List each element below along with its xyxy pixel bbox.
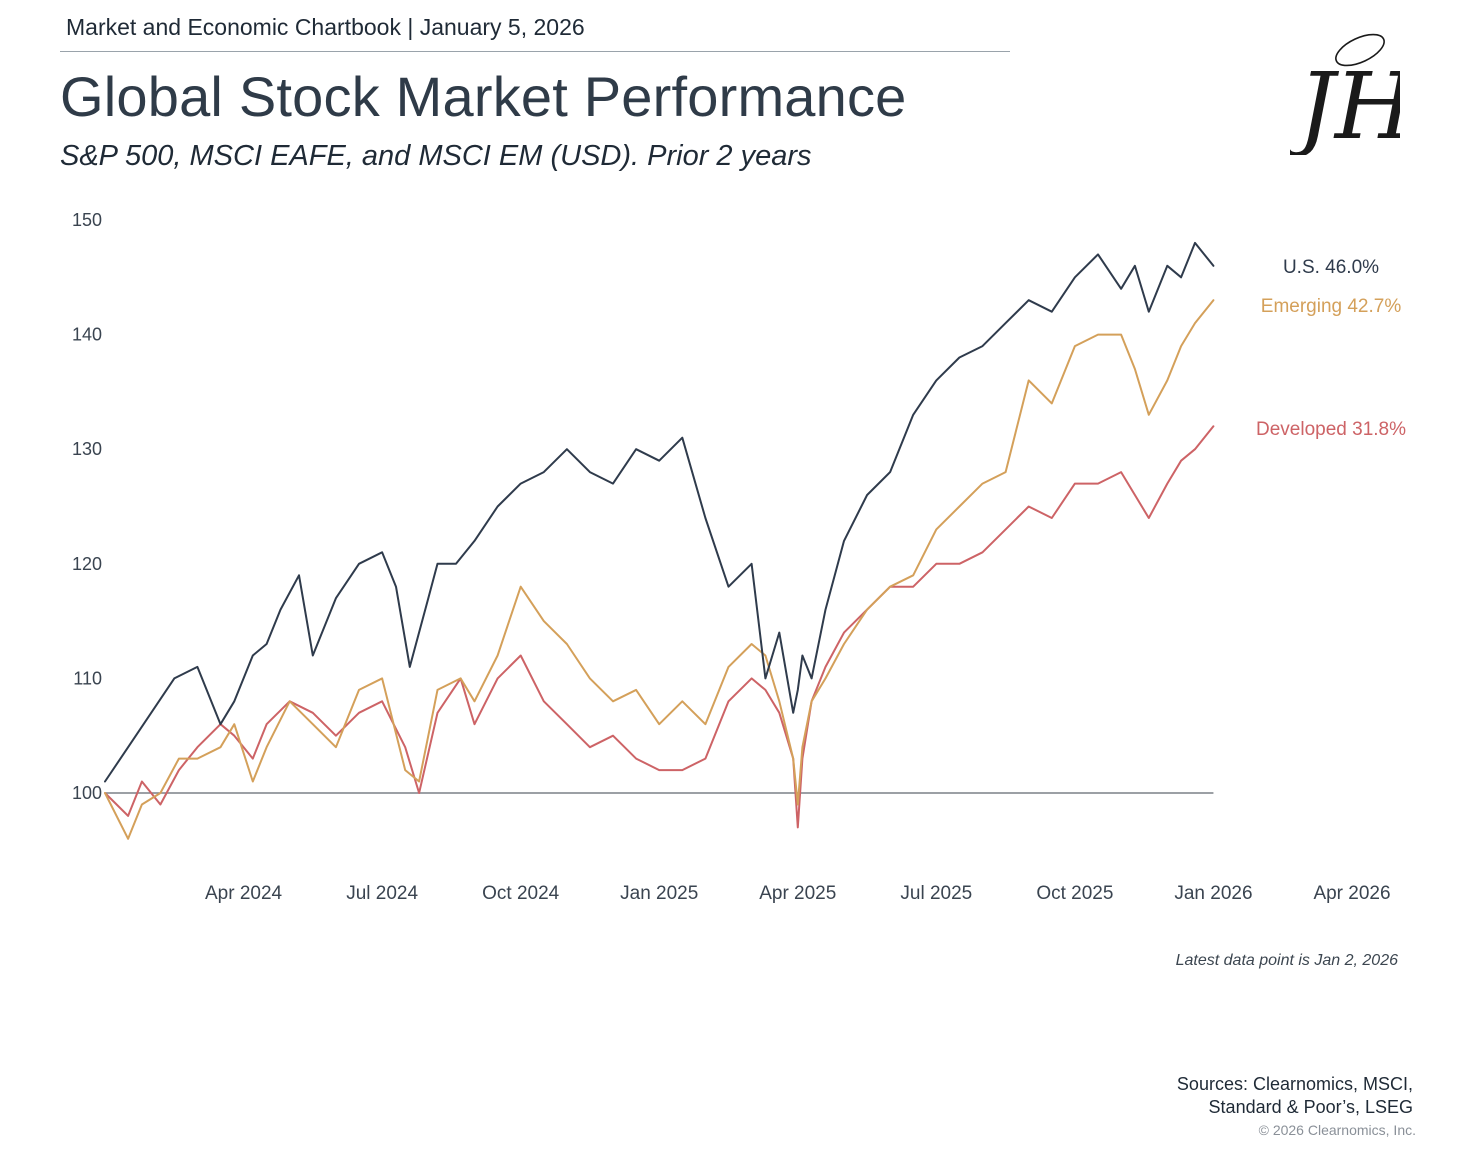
sources-line-1: Sources: Clearnomics, MSCI, [1176,1074,1413,1094]
y-axis: 100 110 120 130 140 150 [72,210,102,803]
series-layer [104,241,1215,840]
x-tick-label: Apr 2024 [205,883,283,904]
copyright-note: © 2026 Clearnomics, Inc. [1258,1122,1416,1138]
x-tick-label: Apr 2025 [759,883,836,904]
y-tick-label: 110 [73,668,102,688]
x-tick-label: Jan 2025 [620,883,698,904]
x-tick-label: Jul 2024 [346,883,418,904]
end-label-u-s: U.S. 46.0% [1283,257,1379,278]
end-labels: U.S. 46.0% Emerging 42.7% Developed 31.8% [1256,257,1406,440]
header-divider [60,51,1010,52]
series-line-developed [104,425,1215,829]
chartbook-header: Market and Economic Chartbook | January … [66,14,585,40]
sources-line-2: Standard & Poor’s, LSEG [1208,1097,1413,1117]
x-tick-label: Oct 2024 [482,883,560,904]
y-tick-label: 140 [72,325,102,345]
y-tick-label: 100 [72,783,102,803]
x-tick-label: Oct 2025 [1036,883,1113,904]
sources-note: Sources: Clearnomics, MSCI, Standard & P… [1177,1073,1413,1119]
series-line-emerging [104,299,1215,840]
x-tick-label: Apr 2026 [1313,883,1390,904]
latest-data-note: Latest data point is Jan 2, 2026 [1175,952,1398,969]
x-axis: Apr 2024 Jul 2024 Oct 2024 Jan 2025 Apr 2025… [205,883,1391,904]
end-label-emerging: Emerging 42.7% [1261,296,1402,317]
series-line-u-s [104,241,1215,783]
y-tick-label: 120 [72,554,102,574]
end-label-developed: Developed 31.8% [1256,419,1406,440]
page-subtitle: S&P 500, MSCI EAFE, and MSCI EM (USD). P… [60,140,812,172]
y-tick-label: 150 [72,210,102,230]
x-tick-label: Jan 2026 [1174,883,1252,904]
logo-letters: JH [1290,53,1400,155]
x-tick-label: Jul 2025 [900,883,972,904]
y-tick-label: 130 [72,439,102,459]
page-title: Global Stock Market Performance [60,65,907,128]
jh-monogram-logo-icon: JH [1290,33,1400,155]
